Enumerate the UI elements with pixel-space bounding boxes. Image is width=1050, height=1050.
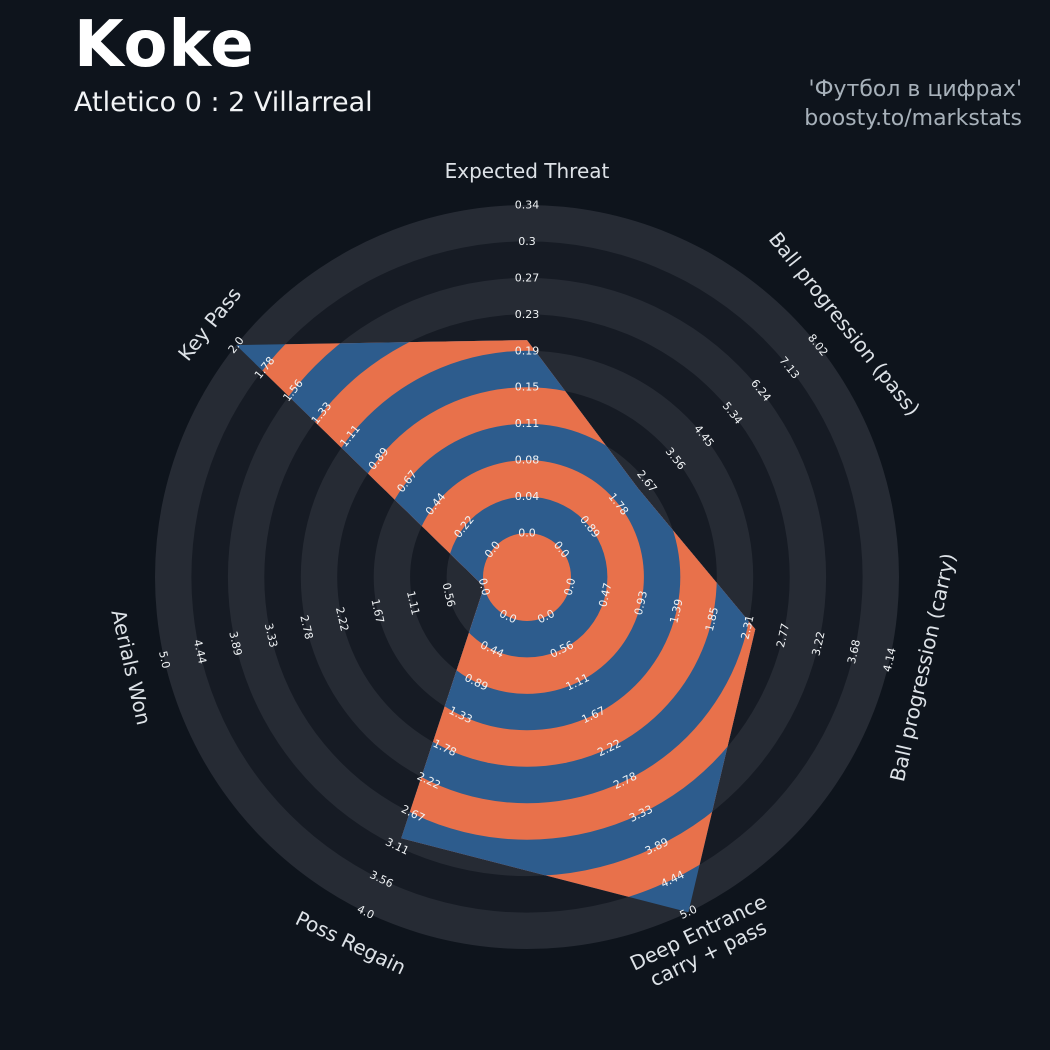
match-score: Atletico 0 : 2 Villarreal: [74, 87, 373, 119]
tick-label: 0.0: [562, 577, 579, 597]
tick-label: 2.77: [774, 622, 792, 649]
tick-label: 2.31: [739, 614, 757, 641]
tick-label: 0.34: [515, 199, 540, 212]
tick-label: 0.15: [515, 381, 540, 394]
tick-label: 1.39: [667, 598, 685, 625]
tick-label: 0.08: [515, 454, 540, 467]
tick-label: 0.27: [515, 271, 540, 284]
tick-label: 0.93: [632, 590, 650, 617]
tick-label: 1.85: [703, 606, 721, 633]
tick-label: 0.3: [518, 235, 536, 248]
tick-label: 0.11: [515, 417, 540, 430]
axis-title: Expected Threat: [445, 159, 610, 183]
tick-label: 1.67: [368, 598, 386, 625]
tick-label: 1.11: [404, 590, 422, 617]
axis-title: Aerials Won: [106, 607, 156, 727]
player-name: Koke: [74, 8, 255, 82]
tick-label: 0.19: [515, 344, 540, 357]
tick-label: 5.0: [156, 650, 173, 670]
tick-label: 4.44: [191, 638, 209, 665]
tick-label: 2.22: [333, 606, 351, 633]
credits: 'Футбол в цифрах' boosty.to/markstats: [804, 76, 1022, 133]
tick-label: 0.0: [518, 527, 536, 540]
tick-label: 3.22: [810, 630, 828, 657]
header: Koke Atletico 0 : 2 Villarreal: [74, 8, 373, 119]
tick-label: 0.56: [440, 582, 458, 609]
tick-label: 3.33: [262, 622, 280, 649]
tick-label: 4.14: [881, 646, 899, 673]
credit-link: boosty.to/markstats: [804, 105, 1022, 131]
tick-label: 3.68: [845, 638, 863, 665]
tick-label: 2.78: [297, 614, 315, 641]
center-circle: [483, 533, 571, 621]
tick-label: 0.04: [515, 490, 540, 503]
tick-label: 3.89: [226, 630, 244, 657]
credit-brand: 'Футбол в цифрах': [808, 77, 1022, 102]
tick-label: 0.47: [596, 582, 614, 609]
tick-label: 0.0: [476, 577, 493, 597]
tick-label: 0.23: [515, 308, 540, 321]
